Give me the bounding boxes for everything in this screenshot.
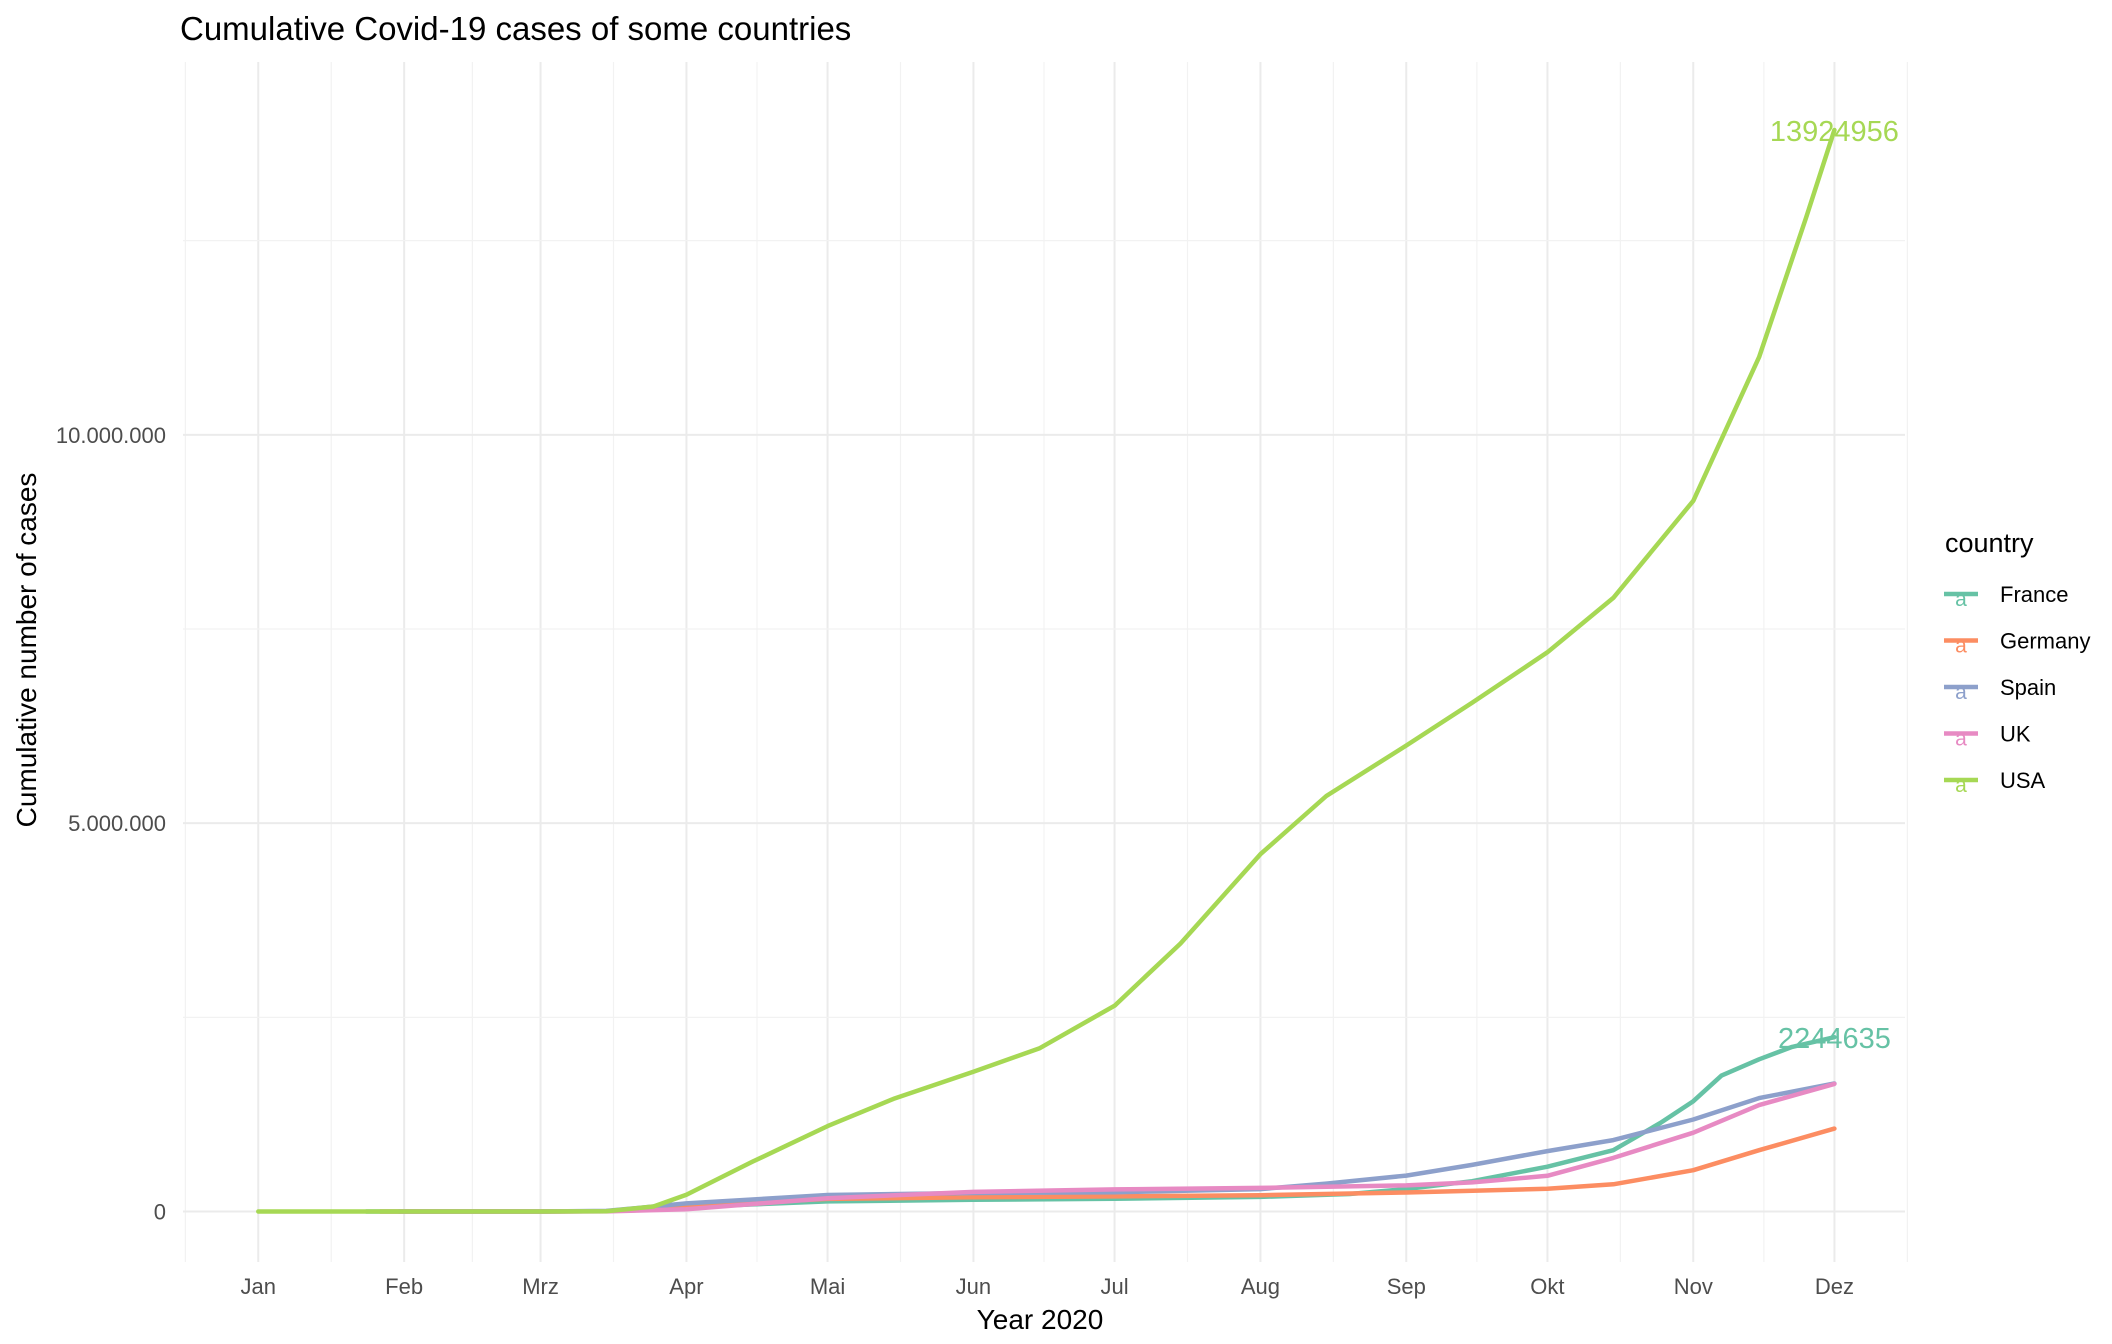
legend-title: country: [1945, 528, 2034, 558]
legend-label-usa: USA: [2000, 768, 2046, 793]
legend-key-glyph-usa: a: [1955, 774, 1967, 797]
y-tick-label: 10.000.000: [56, 423, 166, 448]
end-label-usa: 13924956: [1770, 116, 1899, 148]
x-tick-label: Mrz: [522, 1274, 559, 1299]
x-tick-label: Aug: [1241, 1274, 1280, 1299]
x-tick-label: Mai: [810, 1274, 845, 1299]
legend-key-glyph-uk: a: [1955, 728, 1967, 751]
legend-label-uk: UK: [2000, 722, 2031, 747]
x-tick-labels: Jan Feb Mrz Apr Mai Jun Jul Aug Sep Okt Nov Dez: [241, 1274, 1854, 1299]
end-labels: 2244635 13924956: [1770, 116, 1899, 1055]
legend-key-glyph-france: a: [1955, 588, 1967, 611]
y-tick-label: 0: [154, 1200, 166, 1225]
x-axis-title: Year 2020: [977, 1304, 1104, 1335]
series-lines: [256, 127, 1837, 1214]
legend-key-glyph-germany: a: [1955, 635, 1967, 658]
y-tick-labels: 0 5.000.000 10.000.000: [56, 423, 166, 1225]
legend: country a France a Germany a Spain a UK a USA: [1944, 528, 2090, 797]
x-tick-label: Dez: [1815, 1274, 1854, 1299]
legend-label-germany: Germany: [2000, 629, 2090, 654]
x-tick-label: Jul: [1101, 1274, 1129, 1299]
y-axis-title: Cumulative number of cases: [11, 473, 42, 828]
y-tick-label: 5.000.000: [68, 811, 166, 836]
x-tick-label: Jan: [241, 1274, 276, 1299]
x-tick-label: Okt: [1530, 1274, 1564, 1299]
x-tick-label: Nov: [1674, 1274, 1713, 1299]
x-tick-label: Jun: [956, 1274, 991, 1299]
x-tick-label: Feb: [385, 1274, 423, 1299]
grid: [183, 62, 1908, 1262]
x-tick-label: Sep: [1387, 1274, 1426, 1299]
chart-title: Cumulative Covid-19 cases of some countr…: [180, 10, 851, 47]
end-label-france: 2244635: [1778, 1023, 1891, 1055]
legend-label-france: France: [2000, 582, 2068, 607]
legend-label-spain: Spain: [2000, 675, 2056, 700]
x-tick-label: Apr: [669, 1274, 703, 1299]
legend-key-glyph-spain: a: [1955, 681, 1967, 704]
series-line-usa: [256, 127, 1837, 1214]
